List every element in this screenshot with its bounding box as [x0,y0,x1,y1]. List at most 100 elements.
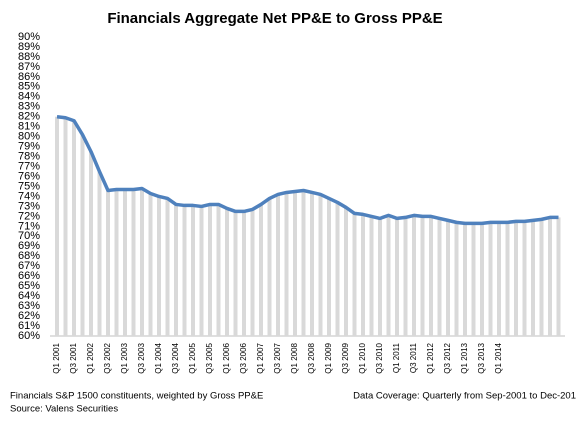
area-bar [106,190,110,336]
x-tick-label: Q3 2002 [103,342,112,373]
footnote: Source: Valens Securities [10,404,118,415]
x-tick-label: Q1 2009 [324,342,333,373]
line [56,114,559,226]
y-tick-label: 70% [18,230,40,242]
x-tick-label: Q3 2008 [307,342,316,373]
area-bar [301,190,306,336]
area-bar [148,193,153,336]
area-bar [140,188,144,336]
y-tick-label: 78% [18,151,40,163]
y-tick-label: 83% [18,101,40,113]
area-bar [327,198,331,336]
area-bar [89,151,93,336]
x-tick-label: Q1 2013 [460,342,469,373]
area-bar [335,202,340,336]
y-tick-label: 80% [18,131,40,143]
area-bar [242,211,246,336]
x-tick-label: Q1 2010 [358,342,367,373]
y-tick-label: 65% [18,280,40,292]
area-bar [114,189,119,336]
area-bar [165,198,170,336]
y-tick-label: 84% [18,91,40,103]
y-tick-label: 68% [18,250,40,262]
area-bar [352,213,357,336]
area-bar [344,207,348,336]
area-bar [412,215,416,336]
footnote: Financials S&P 1500 constituents, weight… [10,391,263,402]
y-tick-label: 79% [18,141,40,153]
y-tick-label: 72% [18,210,40,222]
area-bar [208,204,212,336]
area-bar [514,221,518,336]
area-bar [463,223,467,336]
area-bar [318,194,323,336]
x-tick-label: Q1 2012 [426,342,435,373]
y-tick-label: 75% [18,180,40,192]
y-tick-label: 69% [18,240,40,252]
area-bar [395,218,399,336]
x-tick-label: Q1 2004 [154,342,163,373]
area-bar [437,218,442,336]
y-tick-label: 82% [18,111,40,123]
area-bar [446,220,450,336]
y-tick-label: 66% [18,270,40,282]
y-tick-label: 90% [18,31,40,43]
x-tick-label: Q3 2005 [205,342,214,373]
y-tick-label: 81% [18,121,40,133]
area-bar [182,205,187,336]
area-bar [250,209,255,336]
x-tick-label: Q1 2011 [392,342,401,373]
y-tick-label: 85% [18,81,40,93]
y-tick-label: 74% [18,190,40,202]
area-bar [556,217,561,336]
area-bar [55,116,59,336]
area-bar [378,218,382,336]
area-bar [471,223,476,336]
area-bar [403,217,408,336]
y-tick-label: 67% [18,260,40,272]
area-bar [386,215,391,336]
area-bar [131,189,136,336]
area-bar [259,204,263,336]
area-bar [191,205,195,336]
x-tick-label: Q1 2002 [86,342,95,373]
area-bar [480,223,484,336]
x-tick-label: Q1 2003 [120,342,129,373]
area-bar [157,196,161,336]
area-bar [97,171,102,336]
area-bar [123,189,127,336]
x-tick-label: Q3 2010 [375,342,384,373]
area-bar [420,216,425,336]
x-tick-label: Q1 2008 [290,342,299,373]
area-bar [267,198,272,336]
x-tick-label: Q3 2009 [341,342,350,373]
x-tick-label: Q3 2006 [239,342,248,373]
footnote: Data Coverage: Quarterly from Sep-2001 t… [353,391,576,402]
y-tick-label: 76% [18,170,40,182]
area-bar [497,222,501,336]
area-bar [174,204,178,336]
area-bar [80,134,85,336]
x-tick-label: Q1 2014 [494,342,503,373]
area-bar [488,222,493,336]
area-bar [454,222,459,336]
area-bar [63,117,68,336]
area-bar [539,219,544,336]
x-tick-label: Q1 2005 [188,342,197,373]
x-tick-label: Q1 2001 [52,342,61,373]
area-bar [293,191,297,336]
y-tick-label: 87% [18,61,40,73]
y-tick-label: 62% [18,310,40,322]
area-bar [369,216,374,336]
y-tick-label: 77% [18,160,40,172]
area-bar [505,222,510,336]
area-bar [531,220,535,336]
area-bar [548,217,552,336]
area-bar [216,204,221,336]
x-tick-label: Q3 2001 [69,342,78,373]
area-bar [284,192,289,336]
x-tick-label: Q3 2007 [273,342,282,373]
x-tick-label: Q1 2006 [222,342,231,373]
area-bar [72,120,76,336]
